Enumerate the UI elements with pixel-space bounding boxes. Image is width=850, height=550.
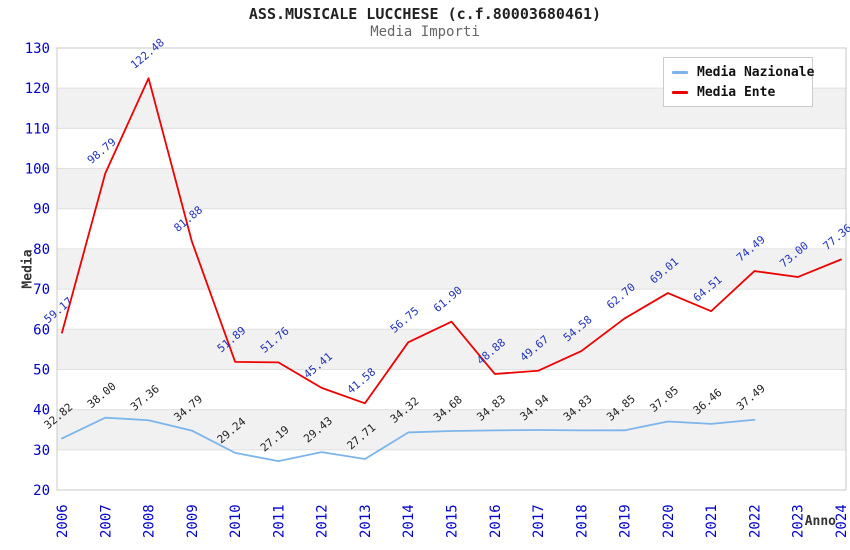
legend-swatch bbox=[672, 70, 688, 74]
data-label: 37.36 bbox=[128, 382, 162, 413]
y-tick-label: 100 bbox=[25, 162, 50, 178]
y-tick-label: 50 bbox=[33, 362, 50, 378]
plot-bands bbox=[57, 88, 846, 450]
x-tick-label: 2006 bbox=[55, 504, 71, 538]
x-tick-label: 2019 bbox=[618, 504, 634, 538]
x-tick-label: 2024 bbox=[834, 504, 850, 538]
x-tick-label: 2011 bbox=[271, 504, 287, 538]
x-tick-label: 2007 bbox=[98, 504, 114, 538]
y-tick-labels: 20 30 40 50 60 70 80 90 100 110 120 130 bbox=[25, 41, 50, 499]
y-tick-label: 30 bbox=[33, 443, 50, 459]
y-tick-label: 60 bbox=[33, 322, 50, 338]
data-label: 37.49 bbox=[734, 382, 768, 413]
y-tick-label: 40 bbox=[33, 403, 50, 419]
data-label: 122.48 bbox=[128, 36, 167, 72]
x-tick-label: 2021 bbox=[704, 504, 720, 538]
x-tick-label: 2016 bbox=[488, 504, 504, 538]
chart-subtitle: Media Importi bbox=[370, 24, 480, 40]
series-line bbox=[61, 77, 842, 405]
x-tick-label: 2009 bbox=[185, 504, 201, 538]
y-tick-label: 20 bbox=[33, 483, 50, 499]
x-tick-label: 2013 bbox=[358, 504, 374, 538]
data-label: 98.79 bbox=[85, 135, 119, 166]
x-tick-labels: 2006 2007 2008 2009 2010 2011 2012 2013 2014 2015… bbox=[55, 504, 850, 538]
legend-label: Media Nazionale bbox=[697, 64, 815, 80]
legend-swatch bbox=[672, 90, 688, 94]
data-label: 38.00 bbox=[85, 380, 119, 411]
chart-title: ASS.MUSICALE LUCCHESE (c.f.80003680461) bbox=[248, 5, 602, 23]
y-tick-label: 70 bbox=[33, 282, 50, 298]
y-tick-label: 90 bbox=[33, 202, 50, 218]
y-tick-label: 130 bbox=[25, 41, 50, 57]
x-tick-label: 2017 bbox=[531, 504, 547, 538]
legend-item: Media Nazionale bbox=[672, 62, 814, 82]
y-tick-label: 110 bbox=[25, 121, 50, 137]
x-tick-label: 2010 bbox=[228, 504, 244, 538]
x-tick-label: 2012 bbox=[315, 504, 331, 538]
y-tick-label: 120 bbox=[25, 81, 50, 97]
x-tick-label: 2008 bbox=[142, 504, 158, 538]
plot-border bbox=[56, 47, 847, 491]
data-label: 59.17 bbox=[42, 295, 76, 326]
x-tick-label: 2015 bbox=[445, 504, 461, 538]
x-axis-title: Anno bbox=[804, 514, 836, 529]
y-axis-title: Media bbox=[20, 249, 36, 289]
x-tick-label: 2023 bbox=[791, 504, 807, 538]
legend-item: Media Ente bbox=[672, 82, 804, 102]
y-tick-label: 80 bbox=[33, 242, 50, 258]
x-tick-label: 2018 bbox=[574, 504, 590, 538]
legend-label: Media Ente bbox=[697, 84, 776, 100]
x-tick-label: 2022 bbox=[747, 504, 763, 538]
series-line bbox=[61, 416, 756, 463]
x-tick-label: 2020 bbox=[661, 504, 677, 538]
x-tick-label: 2014 bbox=[401, 504, 417, 538]
legend: Media Nazionale Media Ente bbox=[663, 57, 814, 107]
